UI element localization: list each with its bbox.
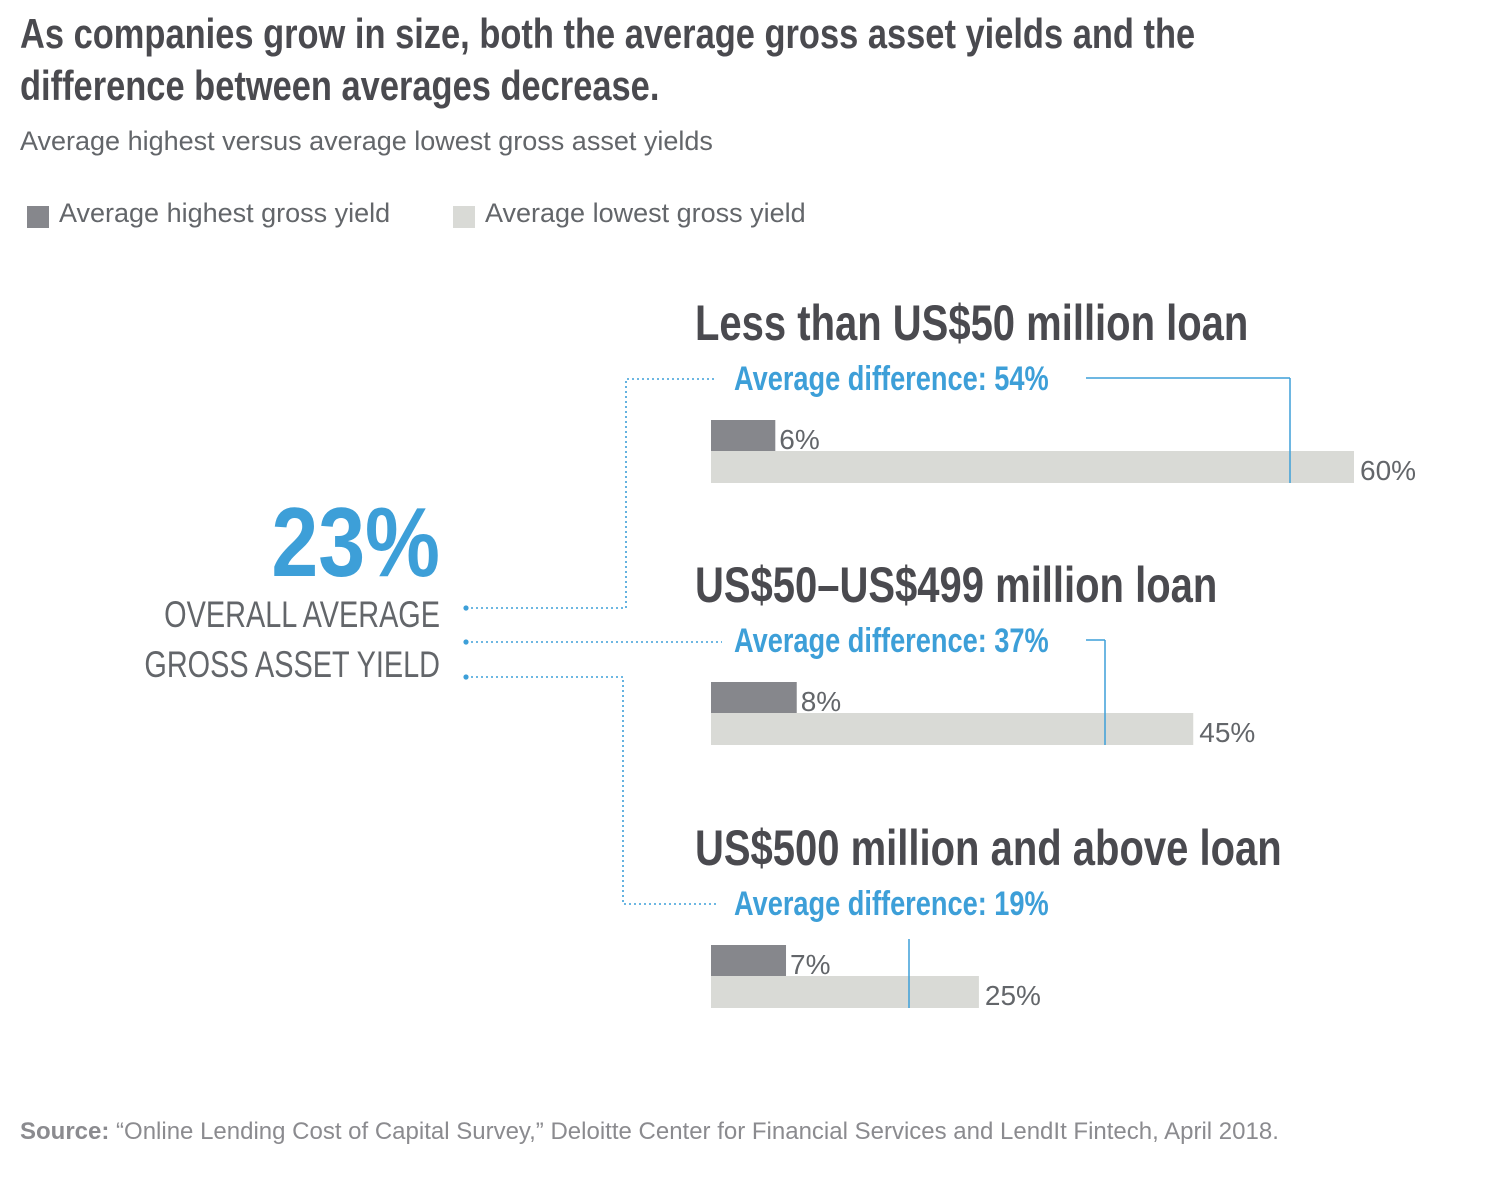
bar-highest — [711, 420, 776, 452]
difference-annotation: Average difference: 54% — [734, 359, 1049, 398]
difference-annotation: Average difference: 37% — [734, 621, 1049, 660]
overall-label-line1: OVERALL AVERAGE — [164, 595, 440, 636]
bar-lowest — [711, 713, 1194, 745]
source-text: “Online Lending Cost of Capital Survey,”… — [116, 1118, 1279, 1145]
legend-swatch-lowest — [453, 206, 475, 228]
source-note: Source: “Online Lending Cost of Capital … — [20, 1118, 1279, 1146]
bar-highest — [711, 682, 797, 714]
connector-dot — [463, 674, 469, 680]
chart-title: As companies grow in size, both the aver… — [20, 10, 1196, 109]
legend-label-highest: Average highest gross yield — [59, 198, 391, 228]
difference-annotation: Average difference: 19% — [734, 884, 1049, 923]
value-label-highest: 7% — [790, 949, 830, 980]
value-label-lowest: 60% — [1360, 455, 1416, 486]
overall-label-line2: GROSS ASSET YIELD — [144, 645, 440, 686]
overall-average-value: 23% — [271, 488, 440, 597]
chart-subtitle: Average highest versus average lowest gr… — [20, 126, 713, 156]
connector-lines — [463, 378, 722, 905]
connector-line — [466, 378, 716, 609]
source-label: Source: — [20, 1118, 110, 1145]
bar-group: US$500 million and above loan Average dif… — [695, 820, 1282, 1011]
connector-dot — [463, 605, 469, 611]
bar-group: US$50–US$499 million loan Average differe… — [695, 557, 1255, 748]
bar-groups: Less than US$50 million loan Average diff… — [695, 295, 1416, 1011]
legend-swatch-highest — [27, 206, 49, 228]
bar-group: Less than US$50 million loan Average diff… — [695, 295, 1416, 486]
connector-line — [466, 676, 716, 905]
category-label: Less than US$50 million loan — [695, 295, 1248, 351]
category-label: US$50–US$499 million loan — [695, 557, 1217, 613]
value-label-lowest: 45% — [1199, 717, 1255, 748]
category-label: US$500 million and above loan — [695, 820, 1282, 876]
bar-lowest — [711, 976, 979, 1008]
bar-lowest — [711, 451, 1354, 483]
value-label-highest: 8% — [801, 686, 841, 717]
value-label-lowest: 25% — [985, 980, 1041, 1011]
connector-dot — [463, 639, 469, 645]
legend-label-lowest: Average lowest gross yield — [485, 198, 806, 228]
value-label-highest: 6% — [779, 424, 819, 455]
bar-highest — [711, 945, 787, 977]
